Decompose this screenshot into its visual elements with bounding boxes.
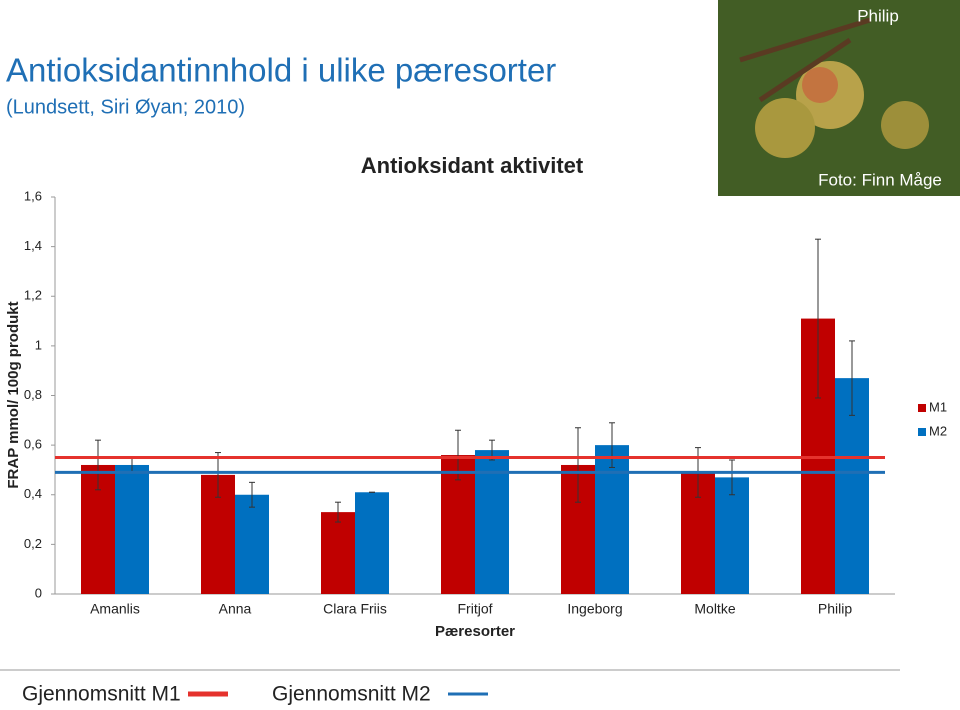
x-tick-label: Amanlis: [90, 601, 140, 617]
y-tick-label: 0,4: [24, 486, 42, 501]
mean-legend-label: Gjennomsnitt M2: [272, 683, 431, 706]
y-tick-label: 1: [35, 337, 42, 352]
x-tick-label: Fritjof: [458, 601, 493, 617]
error-bar: [95, 439, 101, 491]
y-tick-label: 1,6: [24, 188, 42, 203]
photo-credit: Foto: Finn Måge: [818, 170, 942, 189]
chart-title: Antioksidant aktivitet: [361, 153, 584, 178]
y-tick-label: 0: [35, 585, 42, 600]
photo: [718, 0, 960, 196]
error-bar: [215, 452, 221, 498]
bar: [235, 494, 269, 594]
y-tick-label: 0,6: [24, 437, 42, 452]
error-bar: [849, 340, 855, 416]
error-bar: [335, 501, 341, 523]
y-axis-label: FRAP mmol/ 100g produkt: [5, 301, 22, 488]
bar: [715, 477, 749, 594]
error-bar: [815, 238, 821, 399]
bar: [321, 512, 355, 594]
bar: [355, 492, 389, 594]
y-tick-label: 1,4: [24, 238, 42, 253]
legend-label: M1: [929, 399, 947, 414]
x-axis-label: Pæresorter: [435, 623, 515, 640]
error-bar: [249, 481, 255, 508]
x-tick-label: Moltke: [694, 601, 735, 617]
x-tick-label: Clara Friis: [323, 601, 387, 617]
x-tick-label: Philip: [818, 601, 852, 617]
legend-swatch: [918, 428, 926, 436]
x-tick-label: Ingeborg: [567, 601, 622, 617]
legend-label: M2: [929, 423, 947, 438]
photo-caption: Philip: [857, 6, 899, 25]
error-bar: [575, 427, 581, 503]
y-tick-label: 0,2: [24, 536, 42, 551]
bar: [475, 450, 509, 594]
error-bar: [729, 459, 735, 496]
slide-title: Antioksidantinnhold i ulike pæresorter: [6, 52, 556, 89]
y-tick-label: 1,2: [24, 288, 42, 303]
bar: [595, 445, 629, 594]
bar: [115, 464, 149, 594]
y-tick-label: 0,8: [24, 387, 42, 402]
legend-swatch: [918, 404, 926, 412]
x-tick-label: Anna: [219, 601, 252, 617]
error-bar: [609, 422, 615, 468]
mean-legend-label: Gjennomsnitt M1: [22, 683, 181, 706]
slide-subtitle: (Lundsett, Siri Øyan; 2010): [6, 96, 245, 118]
